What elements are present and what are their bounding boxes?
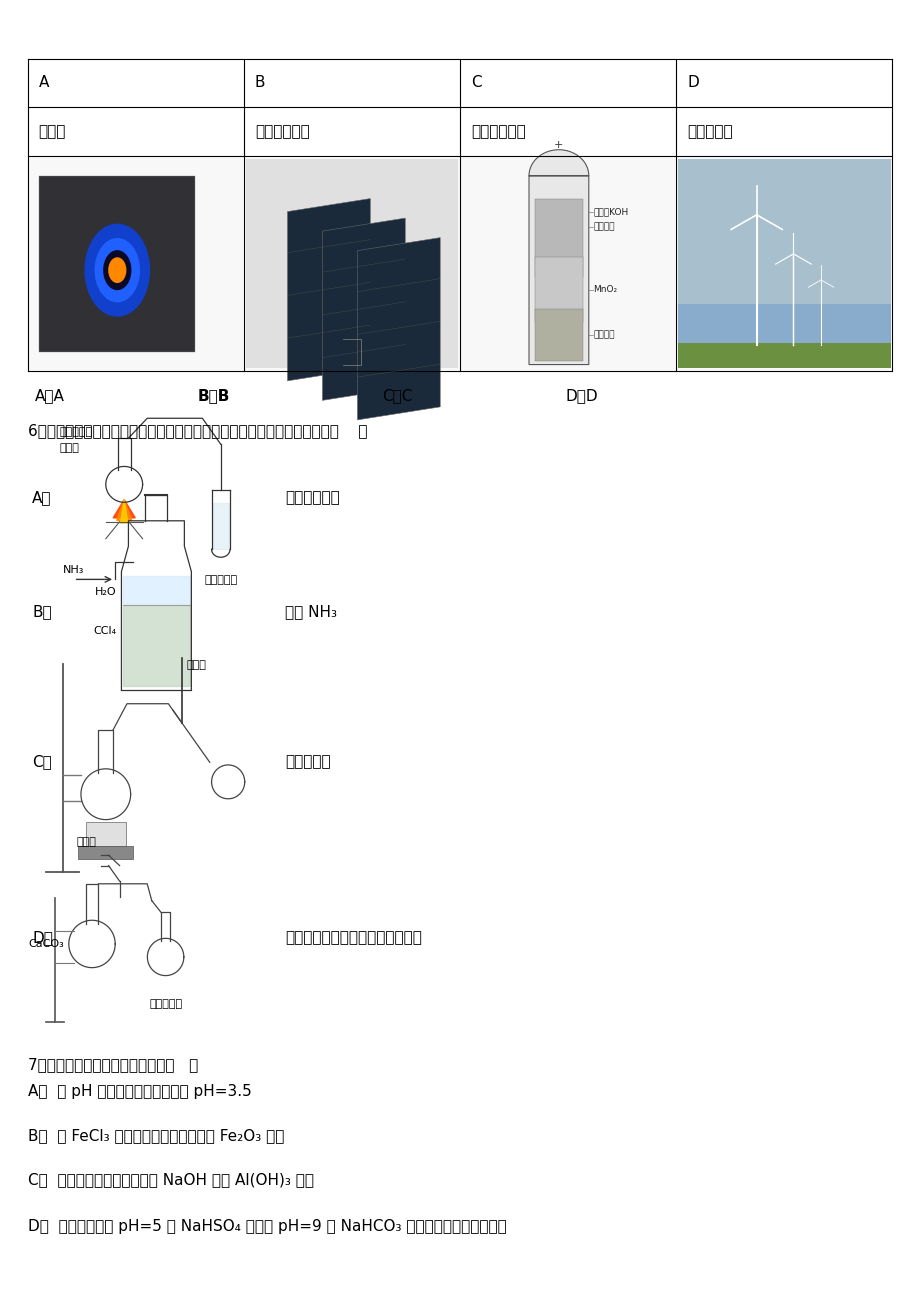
Text: 制取乙酸乙酯: 制取乙酸乙酯 [285,490,340,505]
Text: 7、下列实验操作能达到目的的是（   ）: 7、下列实验操作能达到目的的是（ ） [28,1057,198,1073]
Bar [78,846,133,859]
Text: A．  用 pH 试纸测定次氯酸溶液的 pH=3.5: A． 用 pH 试纸测定次氯酸溶液的 pH=3.5 [28,1083,251,1099]
Text: A: A [39,76,49,90]
Text: 硅太阳能电池: 硅太阳能电池 [255,124,310,139]
Bar [677,159,890,368]
Text: MnO₂: MnO₂ [593,285,617,294]
Text: 浓硫酸: 浓硫酸 [60,443,80,453]
Text: 吸收 NH₃: 吸收 NH₃ [285,604,337,620]
Bar [677,305,890,368]
Text: 的混合物: 的混合物 [593,223,614,232]
Bar [40,176,195,352]
Text: H₂O: H₂O [95,587,117,598]
Text: +: + [553,139,563,150]
Text: 金属外壳: 金属外壳 [593,331,614,340]
Bar [534,258,583,323]
Bar [677,342,890,368]
Polygon shape [113,500,135,518]
Circle shape [85,224,150,316]
Text: D: D [686,76,698,90]
Text: B．B: B．B [198,388,230,404]
Text: A．A: A．A [35,388,64,404]
Text: 锌粉和KOH: 锌粉和KOH [593,207,628,216]
Bar [244,158,459,370]
Text: B．: B． [32,604,51,620]
Polygon shape [357,237,440,419]
Text: CaCO₃: CaCO₃ [28,939,64,949]
Circle shape [103,250,131,290]
Text: 碱性锤锶电池: 碱性锤锶电池 [471,124,526,139]
Text: 温度计: 温度计 [187,660,207,669]
Circle shape [108,258,126,283]
Bar [534,310,583,362]
Text: A．: A． [32,490,51,505]
Text: 浓盐酸: 浓盐酸 [76,837,96,848]
Bar [534,199,583,276]
Text: 风力发电机: 风力发电机 [686,124,732,139]
Polygon shape [123,605,189,686]
Text: 燃气灶: 燃气灶 [39,124,66,139]
Polygon shape [287,199,369,380]
Text: C: C [471,76,482,90]
Text: C．  向明矾溶液中加入一定量 NaOH 制备 Al(OH)₃ 胶体: C． 向明矾溶液中加入一定量 NaOH 制备 Al(OH)₃ 胶体 [28,1172,313,1187]
Polygon shape [120,500,128,523]
Text: CCl₄: CCl₄ [94,626,117,637]
Polygon shape [212,503,229,549]
Text: C．C: C．C [381,388,412,404]
Bar [245,159,458,368]
Text: D．D: D．D [565,388,597,404]
Bar [85,823,126,846]
Text: D．: D． [32,930,53,945]
Polygon shape [123,575,189,605]
Polygon shape [322,217,404,401]
Text: B: B [255,76,265,90]
Text: D．  室温下，测得 pH=5 的 NaHSO₄ 溶液与 pH=9 的 NaHCO₃ 溶液中水的电离程度相等: D． 室温下，测得 pH=5 的 NaHSO₄ 溶液与 pH=9 的 NaHCO… [28,1219,505,1234]
Text: 比较盐酸、碳酸、苯酚的酸性强弱: 比较盐酸、碳酸、苯酚的酸性强弱 [285,930,422,945]
Text: 6、用下列实验装置完成对应的实验（部分他器略去），能达到实验目的是（    ）: 6、用下列实验装置完成对应的实验（部分他器略去），能达到实验目的是（ ） [28,423,367,439]
Text: C．: C． [32,754,51,769]
Circle shape [95,238,140,302]
Text: 饱和食盐水: 饱和食盐水 [204,575,237,586]
Polygon shape [117,500,131,521]
Text: 石油的分馏: 石油的分馏 [285,754,331,769]
Text: 苯酚钠溶液: 苯酚钠溶液 [149,999,182,1009]
Text: NH₃: NH₃ [62,565,84,575]
Bar [28,158,243,370]
Bar [676,158,891,370]
Text: 乙醇、乙酸: 乙醇、乙酸 [60,427,93,437]
Polygon shape [528,150,588,365]
Bar [460,158,675,370]
Text: B．  将 FeCl₃ 溶液加热蕃干并灸烧获得 Fe₂O₃ 固体: B． 将 FeCl₃ 溶液加热蕃干并灸烧获得 Fe₂O₃ 固体 [28,1128,284,1143]
